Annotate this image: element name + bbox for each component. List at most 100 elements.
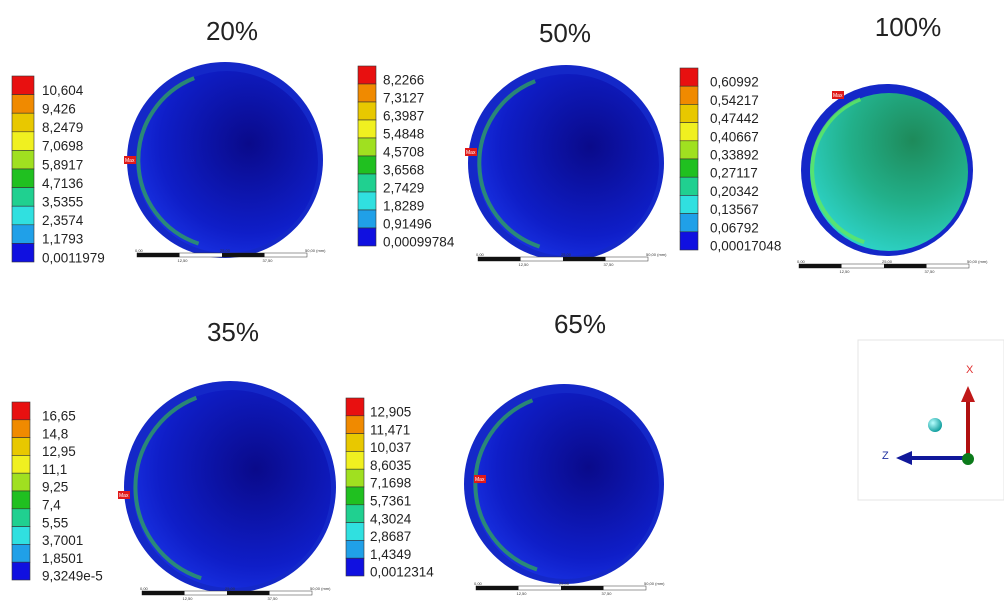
scale-seg: [137, 253, 180, 257]
max-text: Max: [119, 493, 129, 499]
legend-swatch: [12, 420, 30, 438]
max-text: Max: [475, 477, 485, 483]
legend-label: 12,905: [370, 404, 411, 419]
triad: X Z: [858, 340, 1004, 500]
legend-swatch: [346, 540, 364, 558]
legend-swatch: [680, 177, 698, 195]
legend-label: 11,1: [42, 462, 67, 477]
legend-label: 8,2266: [383, 73, 424, 88]
max-text: Max: [833, 93, 843, 99]
legend-swatch: [346, 469, 364, 487]
legend-label: 9,3249e-5: [42, 569, 103, 584]
scale-label: 37,50: [268, 596, 279, 601]
legend-swatch: [680, 104, 698, 122]
scale-label: 50,00 (mm): [967, 259, 988, 264]
legend-label: 2,8687: [370, 529, 411, 544]
legend-label: 0,33892: [710, 147, 759, 162]
legend-label: 0,00017048: [710, 238, 781, 253]
legend-label: 0,13567: [710, 202, 759, 217]
scale-label: 50,00 (mm): [310, 586, 331, 591]
legend-swatch: [12, 169, 34, 188]
y-origin: [962, 453, 974, 465]
legend-label: 0,40667: [710, 129, 759, 144]
legend-label: 0,54217: [710, 93, 759, 108]
legend-swatch: [12, 188, 34, 207]
legend-label: 3,7001: [42, 533, 83, 548]
legend-label: 5,8917: [42, 157, 83, 172]
legend-swatch: [680, 232, 698, 250]
legend-swatch: [12, 455, 30, 473]
scale-label: 25,00: [561, 252, 572, 257]
legend-label: 3,6568: [383, 163, 424, 178]
view-sphere: [928, 418, 942, 432]
scale-seg: [884, 264, 927, 268]
legend-label: 8,2479: [42, 120, 83, 135]
legend-label: 8,6035: [370, 458, 411, 473]
scale-label: 50,00 (mm): [644, 581, 665, 586]
scale-label: 50,00 (mm): [646, 252, 667, 257]
legend-label: 5,7361: [370, 493, 411, 508]
scale-seg: [478, 257, 521, 261]
legend-label: 5,4848: [383, 127, 424, 142]
panel: 20%10,6049,4268,24797,06985,89174,71363,…: [12, 16, 326, 265]
max-text: Max: [466, 150, 476, 156]
scale-seg: [561, 586, 604, 590]
legend-swatch: [358, 102, 376, 120]
panel-title: 20%: [206, 16, 258, 46]
legend-label: 5,55: [42, 515, 68, 530]
legend-label: 9,25: [42, 480, 68, 495]
scale-label: 12,50: [519, 262, 530, 267]
legend-label: 7,4: [42, 497, 61, 512]
legend-label: 7,1698: [370, 476, 411, 491]
legend-swatch: [358, 174, 376, 192]
panel: 65%12,90511,47110,0378,60357,16985,73614…: [346, 309, 665, 596]
scale-label: 12,50: [183, 596, 194, 601]
legend-label: 3,5355: [42, 194, 83, 209]
legend-swatch: [12, 76, 34, 95]
scale-label: 0,00: [476, 252, 485, 257]
scale-label: 12,50: [517, 591, 528, 596]
legend-label: 4,7136: [42, 176, 83, 191]
legend-swatch: [680, 141, 698, 159]
scale-label: 0,00: [474, 581, 483, 586]
scale-seg: [142, 591, 185, 595]
legend-label: 10,037: [370, 440, 411, 455]
legend-label: 1,1793: [42, 232, 83, 247]
panel: 50%8,22667,31276,39875,48484,57083,65682…: [358, 18, 667, 267]
scale-seg: [222, 253, 265, 257]
legend-swatch: [346, 523, 364, 541]
legend-swatch: [680, 68, 698, 86]
legend-swatch: [358, 210, 376, 228]
legend-swatch: [346, 434, 364, 452]
scale-label: 25,00: [225, 586, 236, 591]
scale-label: 37,50: [604, 262, 615, 267]
legend-swatch: [358, 138, 376, 156]
legend-label: 4,5708: [383, 145, 424, 160]
legend-swatch: [358, 228, 376, 246]
legend-label: 14,8: [42, 426, 68, 441]
scale-label: 0,00: [140, 586, 149, 591]
legend-label: 12,95: [42, 444, 76, 459]
panel-title: 100%: [875, 12, 942, 42]
scale-label: 37,50: [263, 258, 274, 263]
legend-swatch: [12, 491, 30, 509]
scale-label: 25,00: [882, 259, 893, 264]
legend-swatch: [12, 225, 34, 244]
legend-swatch: [12, 473, 30, 491]
legend-swatch: [12, 206, 34, 225]
legend-swatch: [12, 544, 30, 562]
legend-swatch: [12, 562, 30, 580]
legend-label: 7,0698: [42, 139, 83, 154]
legend-label: 2,3574: [42, 213, 84, 228]
panel-title: 35%: [207, 317, 259, 347]
legend-label: 0,00099784: [383, 235, 455, 250]
max-text: Max: [125, 158, 135, 164]
panel: 35%16,6514,812,9511,19,257,45,553,70011,…: [12, 317, 336, 601]
legend-swatch: [358, 120, 376, 138]
scale-label: 0,00: [797, 259, 806, 264]
legend-swatch: [12, 95, 34, 114]
scale-seg: [227, 591, 270, 595]
scale-label: 0,00: [135, 248, 144, 253]
legend-label: 1,8289: [383, 199, 424, 214]
legend-swatch: [12, 150, 34, 169]
